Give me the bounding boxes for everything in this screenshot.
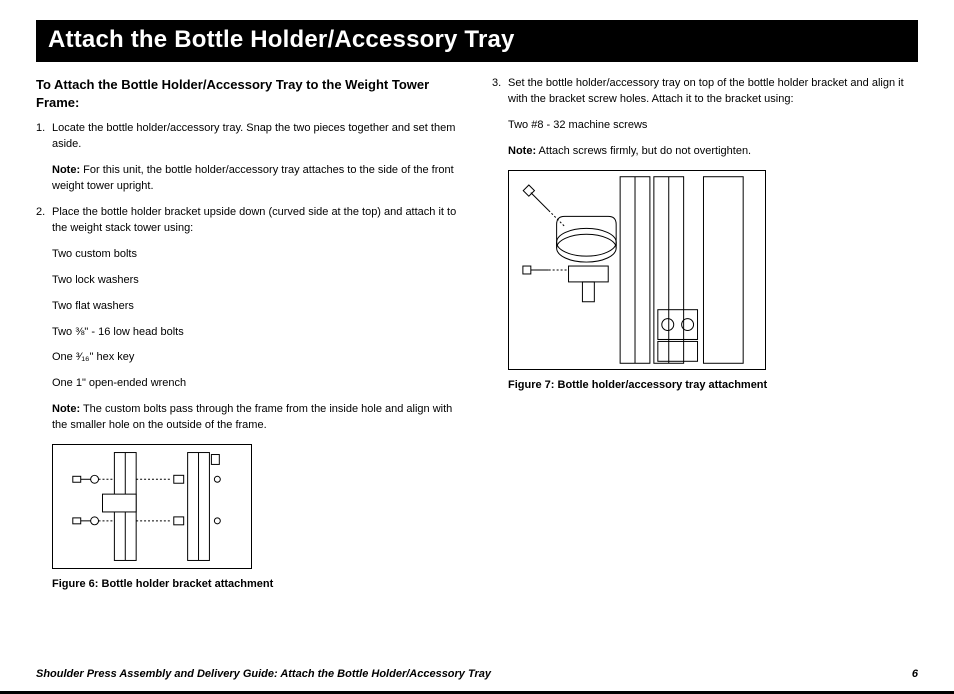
figure-6	[52, 444, 252, 569]
step-3-parts: Two #8 - 32 machine screws	[492, 118, 918, 134]
section-subhead: To Attach the Bottle Holder/Accessory Tr…	[36, 76, 462, 111]
note-text: The custom bolts pass through the frame …	[52, 403, 452, 431]
part-item: Two lock washers	[36, 273, 462, 289]
part-item: Two custom bolts	[36, 247, 462, 263]
part-item: One 1" open-ended wrench	[36, 376, 462, 392]
column-left: To Attach the Bottle Holder/Accessory Tr…	[36, 76, 462, 593]
note-label: Note:	[52, 164, 80, 176]
steps-list-left: Locate the bottle holder/accessory tray.…	[36, 121, 462, 237]
step-1: Locate the bottle holder/accessory tray.…	[36, 121, 462, 195]
page-title: Attach the Bottle Holder/Accessory Tray	[48, 26, 906, 54]
figure-7	[508, 170, 766, 370]
part-item: One ³⁄₁₆" hex key	[36, 350, 462, 366]
step-3-text: Set the bottle holder/accessory tray on …	[508, 77, 904, 105]
part-item: Two flat washers	[36, 299, 462, 315]
step-3: Set the bottle holder/accessory tray on …	[492, 76, 918, 108]
note-label: Note:	[52, 403, 80, 415]
steps-list-right: Set the bottle holder/accessory tray on …	[492, 76, 918, 108]
step-1-text: Locate the bottle holder/accessory tray.…	[52, 122, 455, 150]
step-2: Place the bottle holder bracket upside d…	[36, 205, 462, 237]
step-1-note: Note: For this unit, the bottle holder/a…	[52, 163, 462, 195]
figure-7-svg	[509, 170, 765, 370]
page-footer: Shoulder Press Assembly and Delivery Gui…	[36, 668, 918, 680]
step-2-note: Note: The custom bolts pass through the …	[36, 402, 462, 434]
parts-list: Two custom bolts Two lock washers Two fl…	[36, 247, 462, 393]
step-2-text: Place the bottle holder bracket upside d…	[52, 206, 456, 234]
page: Attach the Bottle Holder/Accessory Tray …	[0, 0, 954, 694]
note-text: Attach screws firmly, but do not overtig…	[536, 145, 751, 157]
title-bar: Attach the Bottle Holder/Accessory Tray	[36, 20, 918, 62]
content-columns: To Attach the Bottle Holder/Accessory Tr…	[36, 76, 918, 593]
footer-page-number: 6	[912, 668, 918, 680]
note-label: Note:	[508, 145, 536, 157]
step-3-note: Note: Attach screws firmly, but do not o…	[492, 144, 918, 160]
part-item: Two ⅜" - 16 low head bolts	[36, 325, 462, 341]
column-right: Set the bottle holder/accessory tray on …	[492, 76, 918, 593]
note-text: For this unit, the bottle holder/accesso…	[52, 164, 454, 192]
figure-7-caption: Figure 7: Bottle holder/accessory tray a…	[508, 378, 918, 394]
footer-breadcrumb: Shoulder Press Assembly and Delivery Gui…	[36, 668, 491, 680]
figure-6-caption: Figure 6: Bottle holder bracket attachme…	[52, 577, 462, 593]
figure-6-svg	[53, 444, 251, 569]
